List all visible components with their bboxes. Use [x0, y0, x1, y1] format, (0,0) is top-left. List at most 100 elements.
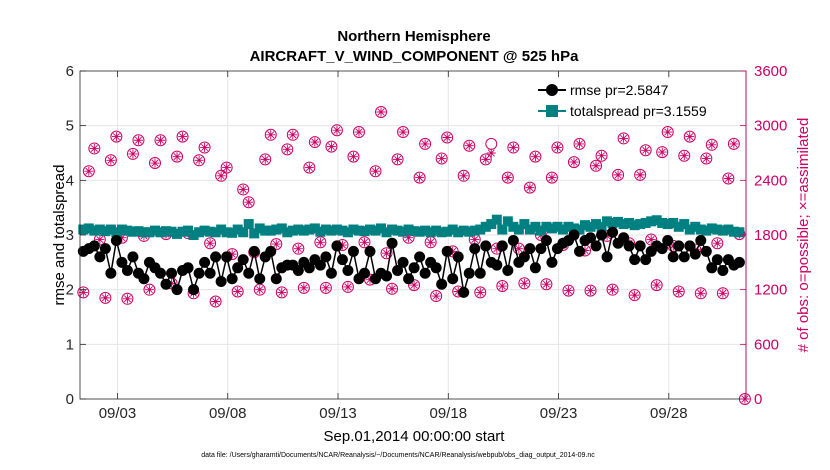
totalspread-point [227, 227, 238, 238]
totalspread-point [409, 226, 420, 237]
chart-title: Northern Hemisphere [337, 28, 490, 45]
obs-possible-point [590, 159, 603, 172]
obs-possible-point [341, 280, 354, 293]
obs-possible-point [474, 286, 487, 299]
rmse-point [226, 273, 238, 285]
rmse-point [463, 267, 475, 279]
rmse-point [419, 267, 431, 279]
obs-assimilated-point [674, 286, 684, 296]
rmse-point [99, 243, 111, 255]
totalspread-point [475, 224, 486, 235]
totalspread-point [326, 225, 337, 236]
obs-assimilated-point [575, 139, 584, 149]
right-y-axis-label: # of obs: o=possible; ×=assimilated [795, 118, 812, 353]
obs-assimilated-point [541, 279, 551, 289]
totalspread-point [651, 215, 662, 226]
totalspread-point [447, 224, 458, 235]
rmse-point [568, 229, 580, 241]
rmse-point [629, 254, 641, 266]
obs-possible-point [457, 169, 470, 182]
left-y-tick-label: 2 [66, 282, 74, 299]
rmse-point [518, 251, 530, 263]
rmse-point [540, 234, 552, 246]
obs-possible-point [319, 281, 332, 294]
totalspread-point [668, 217, 679, 228]
obs-assimilated-point [260, 154, 270, 164]
obs-possible-point [501, 171, 514, 184]
totalspread-point [370, 225, 381, 236]
obs-assimilated-point [106, 155, 116, 165]
totalspread-point [679, 219, 690, 230]
totalspread-point [188, 230, 199, 240]
rmse-point [193, 267, 205, 279]
obs-possible-point [430, 290, 443, 303]
obs-assimilated-point [464, 141, 474, 151]
totalspread-point [331, 224, 342, 235]
x-axis-label: Sep.01,2014 00:00:00 start [324, 428, 506, 445]
x-tick-label: 09/28 [650, 405, 688, 422]
obs-assimilated-point [376, 107, 386, 117]
obs-assimilated-point [525, 183, 535, 193]
obs-assimilated-point [144, 285, 154, 295]
obs-assimilated-point [332, 125, 342, 135]
totalspread-point [320, 224, 331, 235]
obs-assimilated-point [552, 143, 562, 153]
totalspread-point [541, 221, 552, 232]
obs-possible-point [584, 284, 597, 297]
obs-assimilated-point [646, 235, 656, 245]
obs-possible-point [678, 149, 691, 162]
obs-assimilated-point [337, 240, 347, 250]
obs-assimilated-point [321, 283, 331, 293]
obs-possible-point [308, 136, 321, 149]
obs-possible-point [479, 153, 492, 166]
totalspread-point [414, 226, 425, 237]
totalspread-point [392, 225, 403, 236]
rmse-point [656, 243, 668, 255]
obs-assimilated-point [299, 283, 309, 293]
totalspread-point [712, 224, 723, 235]
rmse-point [121, 265, 133, 277]
obs-assimilated-point [354, 127, 364, 137]
totalspread-point [458, 225, 469, 236]
x-tick-label: 09/03 [99, 405, 137, 422]
obs-assimilated-point [282, 144, 292, 154]
obs-possible-point [518, 277, 531, 290]
totalspread-point [177, 226, 188, 237]
totalspread-point [469, 225, 480, 236]
rmse-point [524, 243, 536, 255]
totalspread-point [287, 225, 298, 236]
obs-assimilated-point [84, 166, 94, 176]
obs-assimilated-point [470, 235, 480, 245]
left-y-tick-label: 3 [66, 227, 74, 244]
obs-assimilated-point [602, 231, 612, 241]
totalspread-point [298, 225, 309, 236]
obs-assimilated-point [244, 197, 254, 207]
rmse-point [585, 232, 597, 244]
obs-possible-point [77, 286, 90, 299]
rmse-point [397, 256, 409, 268]
obs-assimilated-point [652, 280, 662, 290]
obs-assimilated-point [448, 246, 458, 256]
obs-possible-point [88, 142, 101, 155]
obs-assimilated-point [326, 142, 336, 152]
obs-assimilated-point [613, 170, 623, 180]
totalspread-point [282, 227, 293, 238]
left-y-axis-label: rmse and totalspread [51, 165, 68, 306]
rmse-point [436, 278, 448, 290]
totalspread-point [293, 224, 304, 235]
obs-possible-point [716, 287, 729, 300]
data-file-note: data file: /Users/gharamti/Documents/NCA… [201, 452, 595, 459]
obs-assimilated-point [78, 287, 88, 297]
obs-assimilated-point [211, 297, 221, 307]
rmse-point [546, 256, 558, 268]
obs-assimilated-point [404, 233, 414, 243]
obs-assimilated-point [608, 285, 618, 295]
obs-possible-point [231, 285, 244, 298]
totalspread-point [701, 225, 712, 236]
totalspread-point [618, 219, 629, 230]
right-y-tick-label: 3000 [754, 118, 787, 135]
rmse-point [447, 273, 459, 285]
totalspread-point [122, 225, 133, 236]
obs-possible-point [286, 128, 299, 141]
rmse-point [678, 251, 690, 263]
